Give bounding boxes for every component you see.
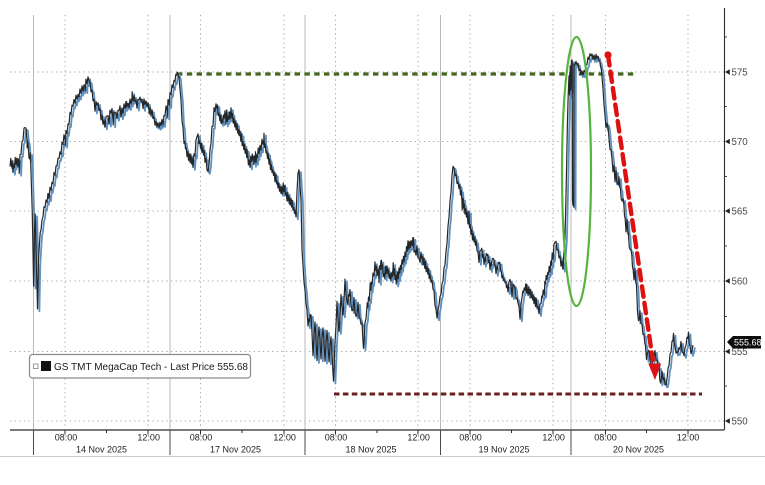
svg-text:08:00: 08:00 <box>190 433 213 443</box>
svg-text:20 Nov 2025: 20 Nov 2025 <box>613 445 664 455</box>
svg-text:08:00: 08:00 <box>325 433 348 443</box>
svg-text:12:00: 12:00 <box>407 433 430 443</box>
svg-text:555.68: 555.68 <box>734 338 762 348</box>
svg-text:550: 550 <box>732 417 749 428</box>
svg-text:18 Nov 2025: 18 Nov 2025 <box>345 445 396 455</box>
svg-text:12:00: 12:00 <box>542 433 565 443</box>
svg-text:555: 555 <box>732 347 748 358</box>
svg-text:565: 565 <box>732 207 748 218</box>
svg-text:14 Nov 2025: 14 Nov 2025 <box>76 445 127 455</box>
svg-text:560: 560 <box>732 277 749 288</box>
svg-text:08:00: 08:00 <box>55 433 78 443</box>
svg-text:570: 570 <box>732 137 749 148</box>
svg-text:19 Nov 2025: 19 Nov 2025 <box>478 445 529 455</box>
svg-text:12:00: 12:00 <box>273 433 296 443</box>
svg-text:08:00: 08:00 <box>594 433 617 443</box>
svg-text:575: 575 <box>732 68 748 79</box>
svg-text:12:00: 12:00 <box>677 433 700 443</box>
svg-text:GS TMT MegaCap Tech - Last Pri: GS TMT MegaCap Tech - Last Price 555.68 <box>54 362 248 373</box>
svg-text:17 Nov 2025: 17 Nov 2025 <box>210 445 261 455</box>
svg-text:08:00: 08:00 <box>459 433 482 443</box>
svg-text:12:00: 12:00 <box>137 433 160 443</box>
